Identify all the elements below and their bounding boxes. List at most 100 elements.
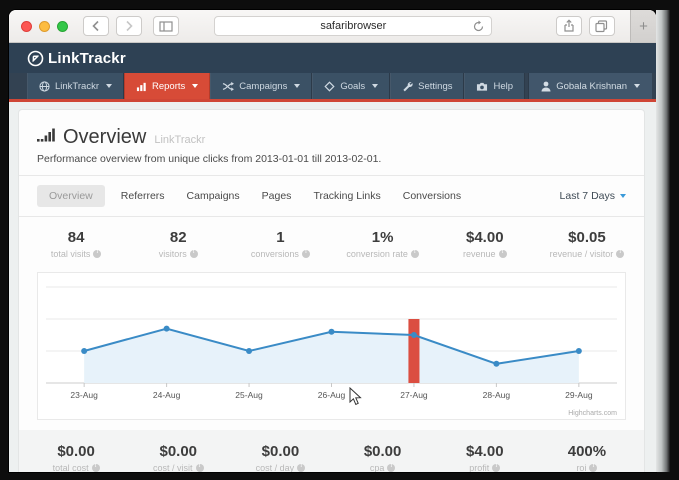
window-controls — [21, 21, 68, 32]
info-icon[interactable] — [492, 464, 500, 472]
page-title: Overview — [63, 126, 146, 149]
stat-label: cpa — [370, 463, 385, 472]
stat-label: revenue — [463, 249, 496, 259]
info-icon[interactable] — [297, 464, 305, 472]
wrench-icon — [402, 81, 413, 92]
page-header: Overview LinkTrackr Performance overview… — [19, 110, 644, 176]
nav-label: Settings — [418, 81, 452, 92]
tab-overview[interactable]: Overview — [37, 185, 105, 207]
signal-bars-icon — [37, 127, 55, 143]
stat-value: $0.05 — [536, 229, 638, 246]
toolbar-right-buttons — [556, 16, 615, 36]
info-icon[interactable] — [196, 464, 204, 472]
stat-label: total cost — [53, 463, 89, 472]
stat-label: roi — [576, 463, 586, 472]
info-icon[interactable] — [302, 250, 310, 258]
stat-value: 82 — [127, 229, 229, 246]
stat-label: conversions — [251, 249, 299, 259]
zoom-window-button[interactable] — [57, 21, 68, 32]
stat-conversions: 1 conversions — [229, 229, 331, 259]
user-name: Gobala Krishnan — [556, 81, 627, 92]
page-subtitle: Performance overview from unique clicks … — [37, 153, 626, 165]
nav-item-reports[interactable]: Reports — [124, 73, 210, 99]
svg-text:27-Aug: 27-Aug — [400, 390, 428, 400]
nav-item-help[interactable]: Help — [464, 73, 525, 99]
info-icon[interactable] — [411, 250, 419, 258]
address-bar-text: safaribrowser — [320, 20, 386, 32]
overview-chart[interactable]: 23-Aug24-Aug25-Aug26-Aug27-Aug28-Aug29-A… — [37, 272, 626, 420]
shuffle-icon — [222, 81, 234, 92]
stat-value: 400% — [536, 443, 638, 460]
info-icon[interactable] — [92, 464, 100, 472]
svg-text:29-Aug: 29-Aug — [565, 390, 593, 400]
stat-value: $0.00 — [332, 443, 434, 460]
stat-total-visits: 84 total visits — [25, 229, 127, 259]
svg-text:28-Aug: 28-Aug — [483, 390, 511, 400]
browser-toolbar: safaribrowser + — [9, 10, 656, 43]
forward-button[interactable] — [116, 16, 142, 36]
report-tabs: Overview Referrers Campaigns Pages Track… — [19, 176, 644, 217]
info-icon[interactable] — [93, 250, 101, 258]
brand-name: LinkTrackr — [48, 50, 126, 67]
tab-overview-button[interactable] — [589, 16, 615, 36]
globe-icon — [39, 81, 50, 92]
tab-conversions[interactable]: Conversions — [403, 185, 461, 207]
stat-cost-per-visit: $0.00 cost / visit — [127, 443, 229, 472]
stat-label: cost / day — [256, 463, 295, 472]
tab-campaigns[interactable]: Campaigns — [187, 185, 240, 207]
info-icon[interactable] — [190, 250, 198, 258]
camera-icon — [476, 81, 488, 92]
minimize-window-button[interactable] — [39, 21, 50, 32]
page-body: Overview LinkTrackr Performance overview… — [9, 102, 656, 472]
stat-visitors: 82 visitors — [127, 229, 229, 259]
nav-item-campaigns[interactable]: Campaigns — [210, 73, 312, 99]
chevron-down-icon — [192, 84, 198, 88]
browser-window: safaribrowser + — [9, 10, 656, 472]
user-icon — [541, 81, 551, 92]
stat-value: $4.00 — [434, 443, 536, 460]
tab-tracking-links[interactable]: Tracking Links — [313, 185, 380, 207]
linktrackr-logo-icon — [27, 50, 44, 67]
reload-icon[interactable] — [472, 20, 485, 33]
user-menu[interactable]: Gobala Krishnan — [528, 73, 652, 99]
tab-referrers[interactable]: Referrers — [121, 185, 165, 207]
plus-icon: + — [639, 18, 648, 35]
nav-item-settings[interactable]: Settings — [390, 73, 464, 99]
stat-cpa: $0.00 cpa — [332, 443, 434, 472]
address-bar[interactable]: safaribrowser — [214, 16, 492, 36]
sidebar-toggle-button[interactable] — [153, 16, 179, 36]
info-icon[interactable] — [589, 464, 597, 472]
info-icon[interactable] — [387, 464, 395, 472]
stat-revenue: $4.00 revenue — [434, 229, 536, 259]
tab-pages[interactable]: Pages — [262, 185, 292, 207]
chevron-left-icon — [91, 20, 101, 32]
svg-text:26-Aug: 26-Aug — [318, 390, 346, 400]
sidebar-icon — [159, 21, 173, 32]
nav-label: LinkTrackr — [55, 81, 99, 92]
new-tab-button[interactable]: + — [630, 10, 656, 42]
back-button[interactable] — [83, 16, 109, 36]
stat-label: cost / visit — [153, 463, 193, 472]
nav-item-linktrackr[interactable]: LinkTrackr — [27, 73, 124, 99]
app-header: LinkTrackr — [9, 43, 656, 73]
stat-revenue-per-visitor: $0.05 revenue / visitor — [536, 229, 638, 259]
info-icon[interactable] — [616, 250, 624, 258]
window-perspective-edge — [656, 10, 670, 472]
chevron-down-icon — [620, 194, 626, 198]
stat-value: $4.00 — [434, 229, 536, 246]
svg-text:25-Aug: 25-Aug — [235, 390, 263, 400]
share-button[interactable] — [556, 16, 582, 36]
stat-label: revenue / visitor — [550, 249, 614, 259]
brand-logo[interactable]: LinkTrackr — [27, 50, 126, 67]
page-title-suffix: LinkTrackr — [154, 134, 205, 146]
nav-label: Reports — [152, 81, 185, 92]
date-range-selector[interactable]: Last 7 Days — [560, 190, 626, 202]
info-icon[interactable] — [499, 250, 507, 258]
stat-label: visitors — [159, 249, 187, 259]
close-window-button[interactable] — [21, 21, 32, 32]
overview-card: Overview LinkTrackr Performance overview… — [19, 110, 644, 472]
chevron-down-icon — [294, 84, 300, 88]
nav-item-goals[interactable]: Goals — [312, 73, 390, 99]
share-icon — [563, 19, 575, 33]
chart-canvas[interactable]: 23-Aug24-Aug25-Aug26-Aug27-Aug28-Aug29-A… — [38, 273, 625, 419]
